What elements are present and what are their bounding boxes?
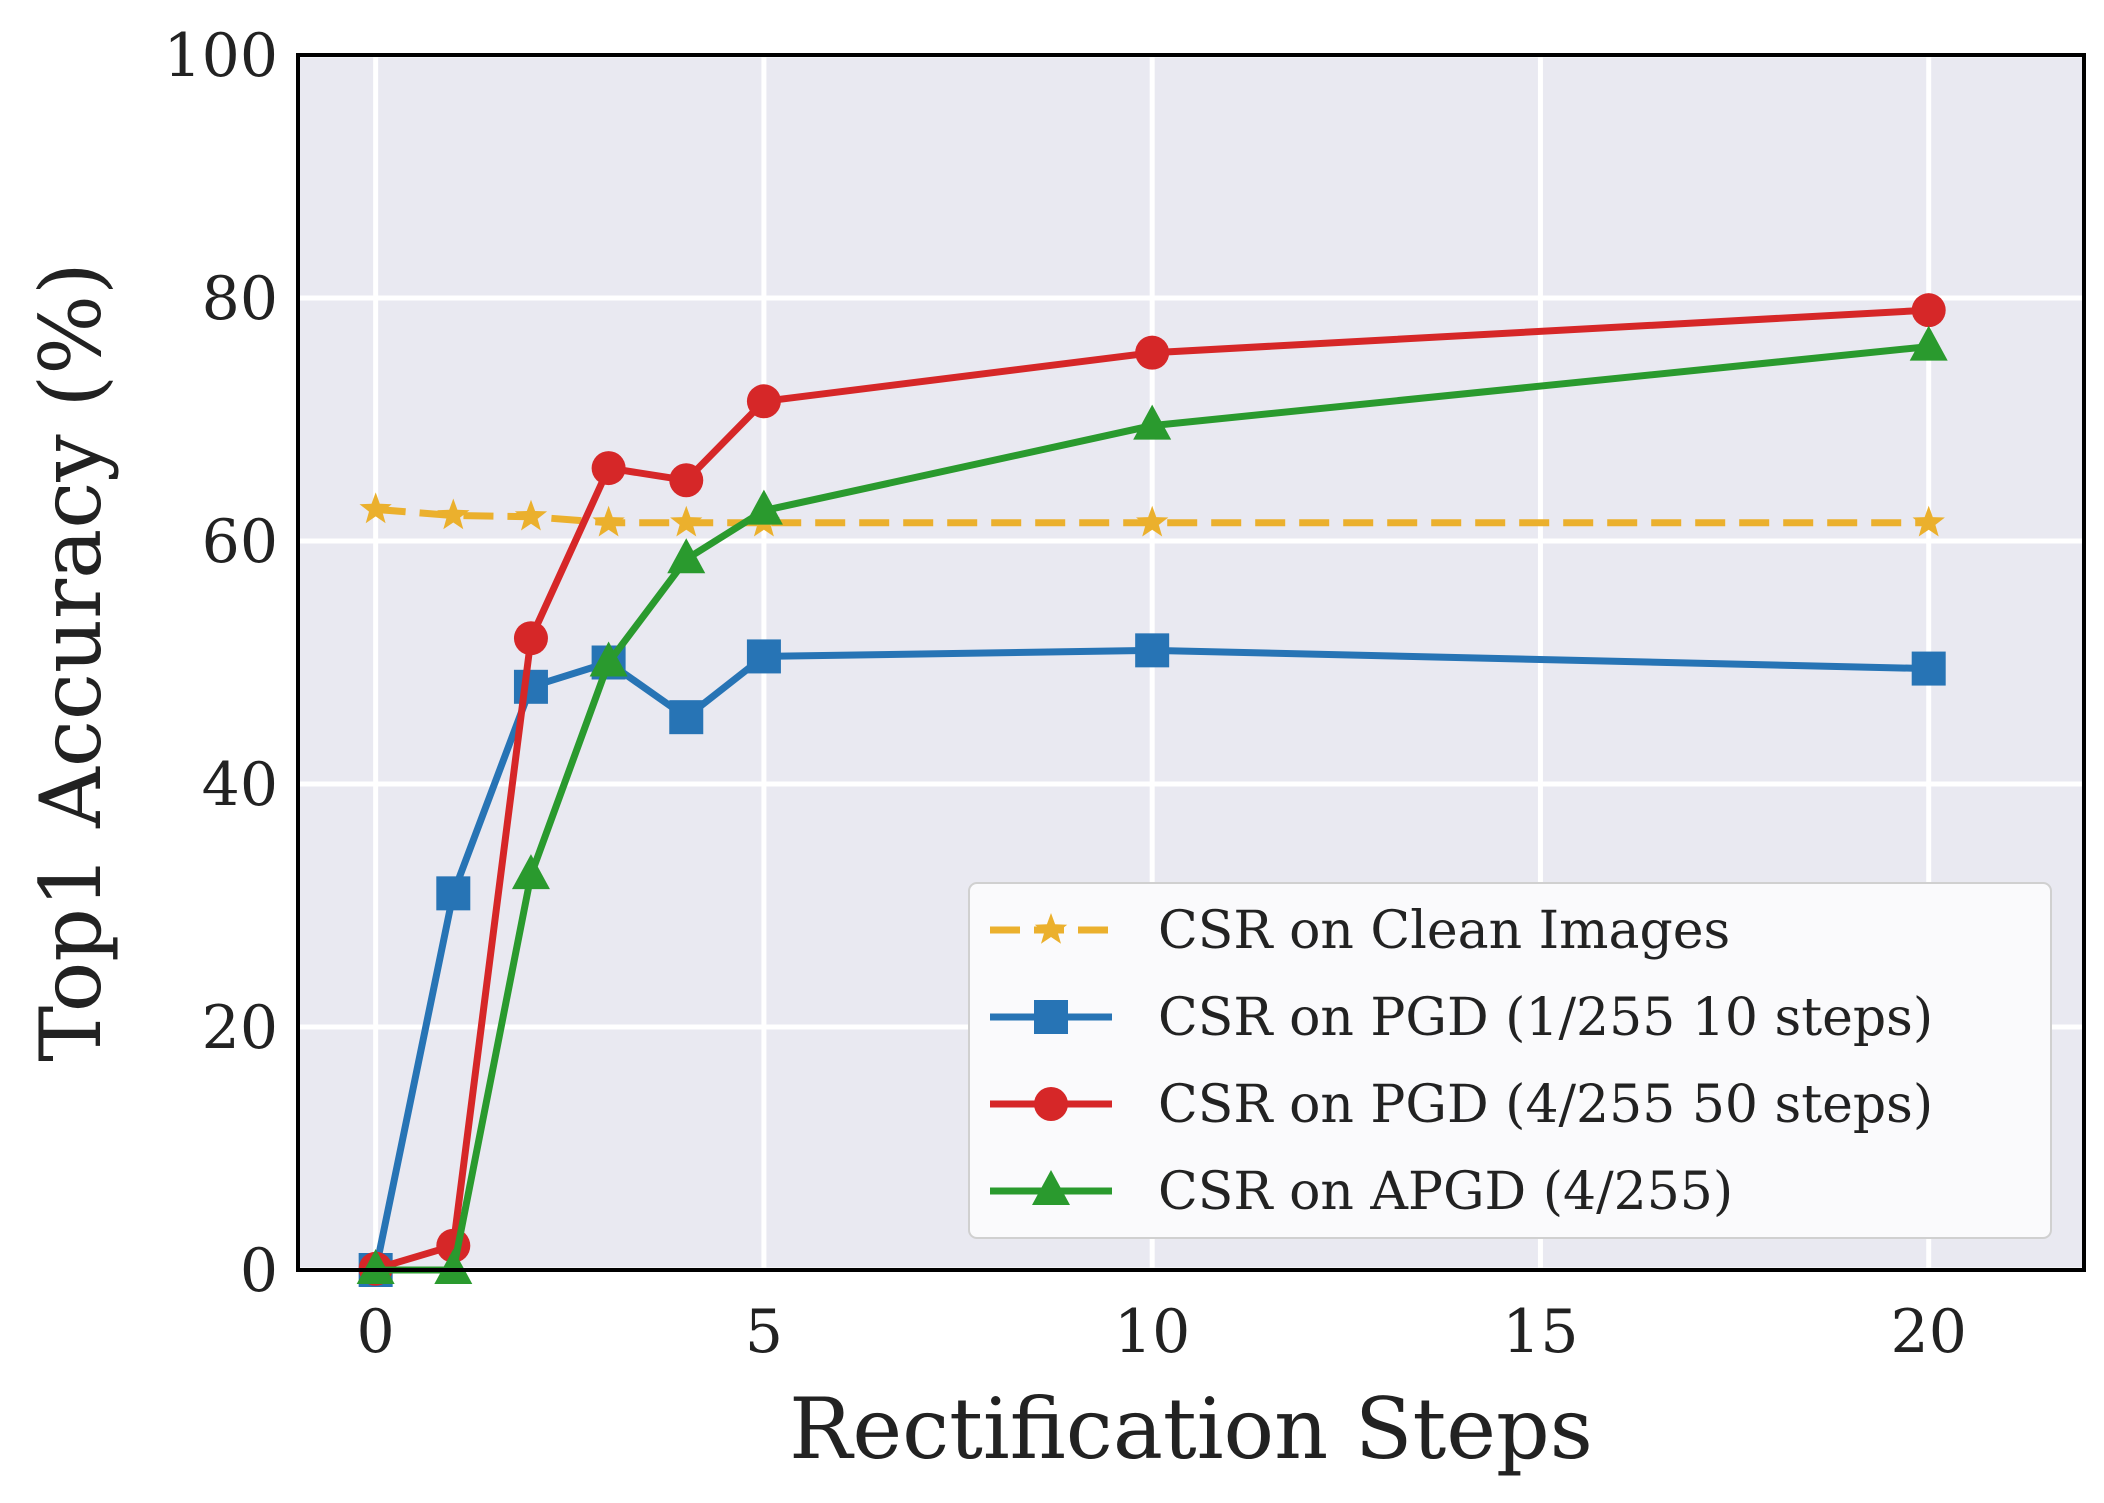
x-axis-title: Rectification Steps (789, 1380, 1593, 1478)
data-point (1909, 325, 1948, 361)
legend-swatch-marker (1034, 1087, 1068, 1121)
y-tick-label: 40 (202, 750, 278, 820)
data-point (513, 669, 548, 704)
y-tick-label: 0 (240, 1236, 278, 1306)
y-tick-labels: 0 20 40 60 80 100 (163, 21, 278, 1306)
data-point (1911, 293, 1946, 328)
y-axis-title: Top1 Accuracy (%) (22, 262, 120, 1062)
data-point (513, 621, 548, 656)
series-layer (356, 293, 1948, 1287)
legend-swatch-marker (1034, 913, 1068, 944)
series-line (375, 343, 1930, 1274)
x-tick-label: 5 (745, 1297, 783, 1367)
legend-swatch-marker (1034, 1000, 1068, 1034)
data-point (669, 700, 704, 735)
y-tick-label: 100 (163, 21, 278, 91)
legend-label: CSR on APGD (4/255) (1158, 1162, 1733, 1222)
legend-label: CSR on PGD (4/255 50 steps) (1158, 1075, 1933, 1135)
legend-label: CSR on PGD (1/255 10 steps) (1158, 988, 1933, 1048)
data-point (436, 876, 471, 911)
data-point (511, 854, 550, 890)
data-point (1135, 335, 1170, 370)
data-point (746, 384, 781, 419)
data-point (589, 641, 628, 677)
legend: CSR on Clean Images CSR on PGD (1/255 10 … (968, 882, 2052, 1239)
x-tick-labels: 0 5 10 15 20 (357, 1297, 1967, 1367)
plot-frame (296, 53, 2086, 1272)
data-point (1133, 404, 1172, 440)
x-tick-label: 20 (1891, 1297, 1967, 1367)
x-tick-label: 15 (1502, 1297, 1578, 1367)
data-point (434, 1249, 473, 1284)
data-point (669, 463, 704, 498)
y-tick-label: 20 (202, 993, 278, 1063)
legend-item-4: CSR on APGD (4/255) (990, 1162, 1733, 1222)
legend-label: CSR on Clean Images (1158, 901, 1730, 961)
data-point (359, 492, 392, 524)
series-line (372, 646, 1929, 1271)
data-point (670, 505, 703, 537)
data-point (356, 1249, 395, 1284)
data-point (1136, 505, 1169, 537)
data-point (1135, 633, 1170, 668)
legend-item-1: CSR on Clean Images (990, 901, 1730, 961)
data-point (1912, 505, 1945, 537)
legend-item-3: CSR on PGD (4/255 50 steps) (990, 1075, 1933, 1135)
y-tick-label: 60 (202, 507, 278, 577)
data-point (1911, 651, 1946, 686)
data-point (591, 451, 626, 486)
data-point (592, 505, 625, 537)
data-point (744, 489, 783, 525)
data-point (667, 538, 706, 574)
x-tick-label: 10 (1114, 1297, 1190, 1367)
data-point (437, 498, 470, 530)
legend-item-2: CSR on PGD (1/255 10 steps) (990, 988, 1933, 1048)
x-tick-label: 0 (357, 1297, 395, 1367)
series-4 (356, 325, 1948, 1284)
data-point (514, 499, 548, 531)
legend-swatch-marker (1032, 1170, 1070, 1205)
series-line (374, 306, 1929, 1273)
data-point (746, 639, 781, 674)
y-tick-label: 80 (202, 264, 278, 334)
legend-box (968, 882, 2052, 1239)
series-line (375, 505, 1929, 527)
